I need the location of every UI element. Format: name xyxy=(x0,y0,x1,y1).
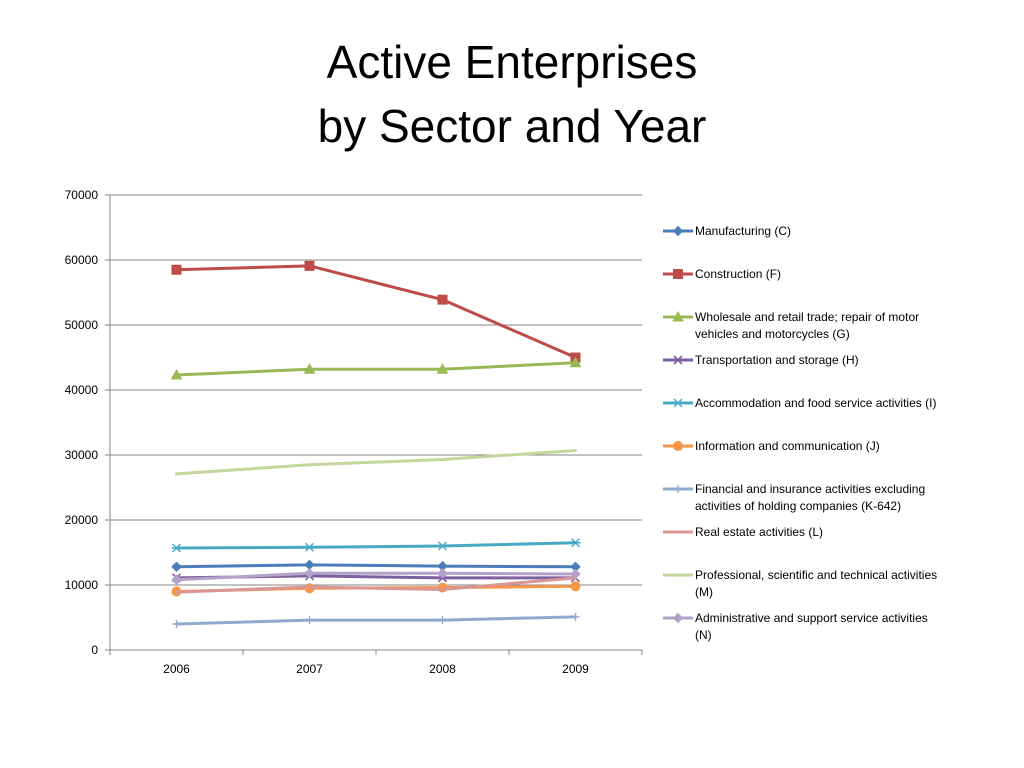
legend-label: Accommodation and food service activitie… xyxy=(695,396,936,410)
data-point-3-2007 xyxy=(303,363,316,374)
legend: Manufacturing (C) Construction (F) Wholesa… xyxy=(663,224,937,642)
data-point-5-2008 xyxy=(437,541,448,551)
data-point-3-2006 xyxy=(170,369,183,380)
title-line-2: by Sector and Year xyxy=(317,100,707,152)
y-tick-label: 40000 xyxy=(65,383,99,397)
data-point-7-2007 xyxy=(305,616,314,625)
series-line-1 xyxy=(175,563,577,569)
legend-label: Construction (F) xyxy=(695,267,781,281)
x-tick-label-2008: 2008 xyxy=(429,662,456,676)
data-point-6-2009 xyxy=(570,581,581,592)
data-point-7-2008 xyxy=(438,616,447,625)
legend-item-10: Administrative and support service activ… xyxy=(663,611,928,642)
data-point-5-2006 xyxy=(171,543,182,553)
legend-label: Manufacturing (C) xyxy=(695,224,791,238)
x-tick-label-2007: 2007 xyxy=(296,662,323,676)
y-tick-label: 10000 xyxy=(65,578,99,592)
legend-swatch-marker xyxy=(672,225,684,237)
series-7 xyxy=(172,612,580,628)
data-point-1-2006 xyxy=(171,561,182,573)
data-point-10-2008 xyxy=(437,568,448,579)
series-10 xyxy=(171,568,581,586)
series-5 xyxy=(171,538,581,553)
series-line-5 xyxy=(175,541,577,550)
legend-label: Professional, scientific and technical a… xyxy=(695,568,937,582)
data-point-10-2007 xyxy=(304,568,315,579)
legend-label: activities of holding companies (K-642) xyxy=(695,499,901,513)
series-9 xyxy=(175,448,577,476)
y-tick-label: 50000 xyxy=(65,318,99,332)
series-8 xyxy=(175,576,577,594)
legend-swatch-marker xyxy=(672,612,684,624)
legend-item-9: Professional, scientific and technical a… xyxy=(663,568,937,599)
data-point-10-2009 xyxy=(570,568,581,580)
y-tick-label: 60000 xyxy=(65,253,99,267)
legend-item-3: Wholesale and retail trade; repair of mo… xyxy=(663,310,919,341)
series-2 xyxy=(171,260,581,363)
legend-item-1: Manufacturing (C) xyxy=(663,224,791,238)
data-point-3-2009 xyxy=(569,356,582,368)
slide-title: Active Enterprises by Sector and Year xyxy=(0,30,1024,158)
x-tick-label-2009: 2009 xyxy=(562,662,589,676)
series-1 xyxy=(171,559,581,573)
data-point-1-2007 xyxy=(304,559,315,571)
data-point-2-2008 xyxy=(437,294,448,305)
gridlines xyxy=(110,194,642,586)
series-line-2 xyxy=(175,264,577,359)
data-point-5-2009 xyxy=(570,538,581,548)
data-point-3-2008 xyxy=(436,363,449,374)
legend-label: Wholesale and retail trade; repair of mo… xyxy=(695,310,919,324)
legend-swatch-marker xyxy=(674,485,682,493)
legend-label: (N) xyxy=(695,628,712,642)
y-tick-label: 0 xyxy=(91,643,98,657)
data-point-5-2007 xyxy=(304,542,315,552)
y-tick-label: 70000 xyxy=(65,188,99,202)
legend-item-4: Transportation and storage (H) xyxy=(663,353,859,367)
legend-item-6: Information and communication (J) xyxy=(663,439,880,453)
series-line-3 xyxy=(175,361,577,377)
data-point-2-2007 xyxy=(304,260,315,271)
legend-swatch-marker xyxy=(673,355,683,365)
legend-label: Transportation and storage (H) xyxy=(695,353,859,367)
legend-swatch-marker xyxy=(673,398,683,408)
legend-item-7: Financial and insurance activities exclu… xyxy=(663,482,925,513)
x-tick-label-2006: 2006 xyxy=(163,662,190,676)
title-line-1: Active Enterprises xyxy=(326,36,698,88)
series-line-9 xyxy=(175,448,577,476)
legend-item-2: Construction (F) xyxy=(663,267,781,281)
legend-label: Information and communication (J) xyxy=(695,439,880,453)
axes: 0 10000 20000 30000 40000 50000 60000 70000 2006… xyxy=(65,188,643,676)
series-line-7 xyxy=(175,615,577,626)
legend-item-5: Accommodation and food service activitie… xyxy=(663,396,936,410)
y-tick-label: 20000 xyxy=(65,513,99,527)
legend-label: (M) xyxy=(695,585,713,599)
data-point-10-2006 xyxy=(171,574,182,586)
legend-item-8: Real estate activities (L) xyxy=(663,525,823,539)
legend-swatch-marker xyxy=(673,269,683,279)
legend-label: Administrative and support service activ… xyxy=(695,611,928,625)
y-tick-label: 30000 xyxy=(65,448,99,462)
series-3 xyxy=(170,356,582,380)
series-line-10 xyxy=(175,571,577,582)
legend-swatch-marker xyxy=(672,310,684,322)
data-point-7-2009 xyxy=(571,612,580,621)
legend-label: vehicles and motorcycles (G) xyxy=(695,327,850,341)
data-point-2-2006 xyxy=(171,264,182,275)
series-lines xyxy=(170,260,582,628)
legend-swatch-marker xyxy=(673,441,683,451)
series-line-8 xyxy=(175,576,577,594)
legend-label: Real estate activities (L) xyxy=(695,525,823,539)
data-point-7-2006 xyxy=(172,620,181,628)
legend-label: Financial and insurance activities exclu… xyxy=(695,482,925,496)
